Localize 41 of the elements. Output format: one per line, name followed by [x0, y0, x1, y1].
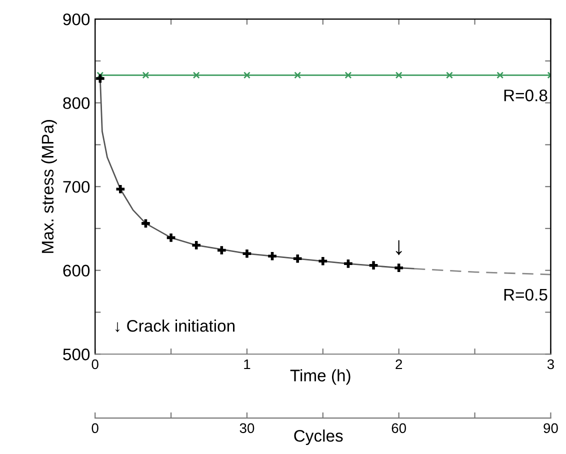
y-tick-label: 600	[63, 264, 90, 277]
point	[216, 244, 228, 256]
point	[241, 248, 253, 260]
point	[292, 253, 304, 264]
point	[342, 258, 354, 270]
point	[114, 184, 126, 195]
y-tick-label: 800	[63, 97, 90, 110]
x2-axis-title: Time (h)	[290, 369, 350, 385]
annotation: ↓ Crack initiation	[116, 320, 234, 332]
point	[294, 72, 302, 79]
x2-tick-label: 2	[396, 359, 402, 370]
x-axis-title: Cycles	[294, 430, 343, 446]
point	[496, 72, 504, 79]
point	[395, 72, 402, 79]
point	[446, 72, 453, 79]
point	[344, 72, 352, 79]
point	[192, 72, 200, 79]
point	[393, 262, 404, 274]
point	[95, 72, 106, 84]
point	[140, 218, 152, 230]
x-tick-label: 60	[392, 423, 406, 434]
series-label: R=0.5	[504, 288, 548, 301]
point	[317, 256, 328, 267]
x-tick-label: 30	[240, 423, 254, 434]
point	[165, 232, 177, 244]
point	[368, 260, 380, 271]
annotation: ↓	[396, 240, 402, 256]
x2-tick-label: 3	[547, 359, 554, 370]
y-tick-label: 900	[63, 13, 90, 26]
x2-tick-label: 0	[92, 359, 98, 370]
point	[142, 72, 150, 79]
x-tick-label: 90	[544, 423, 558, 434]
x-tick-label: 0	[92, 423, 98, 434]
point	[243, 72, 250, 79]
point	[266, 250, 278, 262]
series-label: R=0.8	[504, 90, 548, 102]
point	[190, 240, 202, 251]
y-tick-label: 500	[63, 348, 90, 360]
x2-tick-label: 1	[244, 359, 250, 370]
y-axis-title: Max. stress (MPa)	[41, 120, 57, 253]
y-tick-label: 700	[63, 180, 90, 193]
